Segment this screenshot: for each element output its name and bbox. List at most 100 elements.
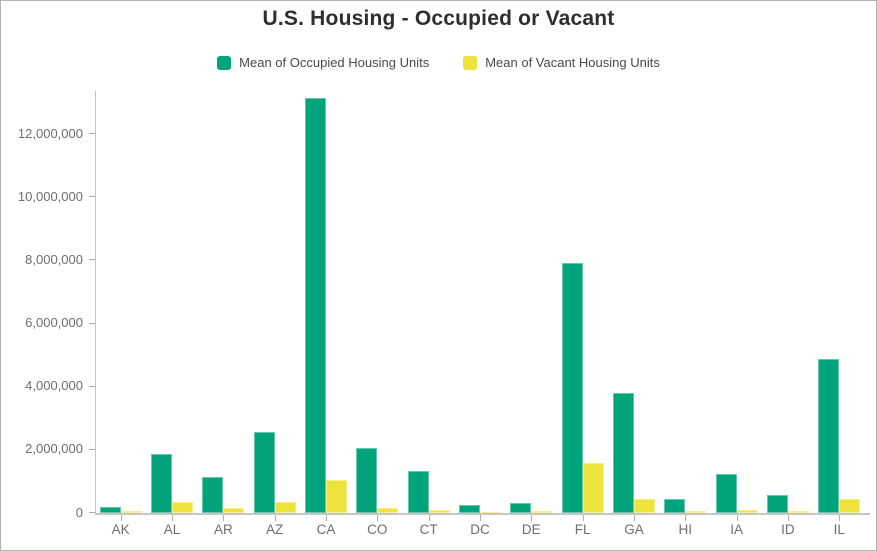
bar-occupied-ia[interactable]: [715, 474, 737, 513]
x-axis-label-ga: GA: [624, 522, 644, 537]
y-axis-tick-label: 0: [75, 504, 83, 520]
bar-group-id: [762, 90, 813, 521]
x-axis-tick: [479, 515, 481, 521]
bar-vacant-ar[interactable]: [223, 507, 245, 513]
x-axis-tick: [633, 515, 635, 521]
x-axis-label-ak: AK: [111, 522, 130, 537]
x-axis-labels: AK AL AR AZ CA CO CT DC DE FL GA HI IA ID IL: [95, 522, 865, 537]
bar-group-ca: [300, 90, 351, 521]
bar-group-ga: [608, 90, 659, 521]
bar-group-hi: [660, 90, 711, 521]
bar-group-il: [814, 90, 865, 521]
bar-occupied-ak[interactable]: [99, 506, 121, 513]
bar-occupied-de[interactable]: [510, 502, 532, 513]
bar-group-az: [249, 90, 300, 521]
x-axis-label-al: AL: [163, 522, 181, 537]
y-axis-tick-label: 12,000,000: [17, 125, 83, 141]
bar-vacant-fl[interactable]: [582, 463, 604, 513]
chart-title: U.S. Housing - Occupied or Vacant: [262, 7, 615, 30]
bar-group-ct: [403, 90, 454, 521]
bar-group-ak: [95, 90, 146, 521]
legend-label-occupied: Mean of Occupied Housing Units: [239, 55, 430, 70]
x-axis-tick: [171, 515, 173, 521]
y-axis-tick-label: 6,000,000: [25, 315, 83, 331]
bar-vacant-id[interactable]: [787, 511, 809, 513]
vacant-series-swatch: [463, 55, 478, 70]
y-axis-tick: [89, 133, 96, 135]
bar-vacant-hi[interactable]: [685, 511, 707, 513]
y-axis-tick: [89, 512, 96, 513]
bar-vacant-az[interactable]: [274, 501, 296, 513]
x-axis-label-dc: DC: [470, 522, 490, 537]
bar-vacant-ga[interactable]: [633, 499, 655, 513]
bar-group-ia: [711, 90, 762, 521]
bar-vacant-ct[interactable]: [428, 510, 450, 513]
x-axis-tick: [685, 515, 687, 521]
x-axis-label-az: AZ: [266, 522, 284, 537]
x-axis-label-ct: CT: [419, 522, 438, 537]
y-axis: 0 2,000,000 4,000,000 6,000,000 8,000,000 10,…: [1, 90, 96, 520]
y-axis-tick: [89, 322, 96, 324]
occupied-series-swatch: [217, 55, 232, 70]
y-axis-tick: [89, 259, 96, 261]
bar-vacant-al[interactable]: [171, 501, 193, 513]
bar-vacant-dc[interactable]: [479, 512, 501, 513]
legend-label-vacant: Mean of Vacant Housing Units: [485, 55, 660, 70]
x-axis-tick: [274, 515, 276, 521]
legend-item-vacant[interactable]: Mean of Vacant Housing Units: [463, 55, 660, 70]
bar-occupied-dc[interactable]: [458, 505, 480, 513]
x-axis-line: [95, 513, 870, 515]
bar-group-fl: [557, 90, 608, 521]
x-axis-tick: [531, 515, 533, 521]
x-axis-tick: [839, 515, 841, 521]
x-axis-label-fl: FL: [574, 522, 591, 537]
bar-occupied-ct[interactable]: [407, 471, 429, 513]
y-axis-tick-label: 8,000,000: [25, 251, 83, 267]
bar-occupied-ca[interactable]: [304, 97, 326, 513]
x-axis-tick: [377, 515, 379, 521]
x-axis-label-id: ID: [781, 522, 795, 537]
bar-group-ar: [198, 90, 249, 521]
bar-occupied-fl[interactable]: [561, 262, 583, 513]
x-axis-tick: [582, 515, 584, 521]
bar-occupied-il[interactable]: [818, 359, 840, 513]
legend: Mean of Occupied Housing Units Mean of V…: [1, 55, 876, 70]
bar-occupied-co[interactable]: [356, 447, 378, 513]
bar-occupied-az[interactable]: [253, 432, 275, 513]
x-axis-label-hi: HI: [678, 522, 693, 537]
x-axis-label-co: CO: [367, 522, 388, 537]
y-axis-tick-label: 10,000,000: [17, 188, 83, 204]
bar-group-al: [146, 90, 197, 521]
x-axis-tick: [120, 515, 122, 521]
bar-occupied-ga[interactable]: [612, 393, 634, 513]
plot-area: [95, 90, 865, 521]
x-axis-label-ia: IA: [730, 522, 743, 537]
y-axis-tick: [89, 448, 96, 450]
y-axis-tick: [89, 385, 96, 387]
bar-vacant-ca[interactable]: [325, 479, 347, 513]
bar-vacant-ia[interactable]: [736, 509, 758, 513]
bar-group-co: [352, 90, 403, 521]
bar-group-de: [506, 90, 557, 521]
bar-vacant-il[interactable]: [839, 499, 861, 513]
bar-occupied-id[interactable]: [766, 494, 788, 513]
y-axis-tick-label: 2,000,000: [25, 441, 83, 457]
bar-occupied-ar[interactable]: [202, 477, 224, 513]
x-axis-label-il: IL: [833, 522, 845, 537]
x-axis-tick: [736, 515, 738, 521]
x-axis-tick: [428, 515, 430, 521]
y-axis-line: [95, 91, 96, 514]
bar-vacant-ak[interactable]: [120, 511, 142, 513]
x-axis-tick: [223, 515, 225, 521]
bar-vacant-co[interactable]: [377, 507, 399, 513]
bar-occupied-hi[interactable]: [664, 499, 686, 513]
y-axis-tick: [89, 196, 96, 198]
legend-item-occupied[interactable]: Mean of Occupied Housing Units: [217, 55, 429, 70]
y-axis-tick-label: 4,000,000: [25, 378, 83, 394]
bar-vacant-de[interactable]: [531, 511, 553, 513]
bar-occupied-al[interactable]: [150, 454, 172, 513]
bar-group-dc: [454, 90, 505, 521]
x-axis-tick: [787, 515, 789, 521]
x-axis-label-ca: CA: [316, 522, 336, 537]
